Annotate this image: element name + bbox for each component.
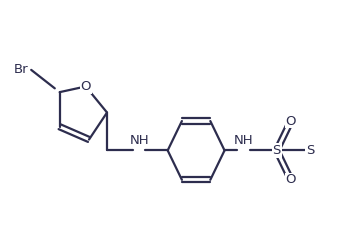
Text: S: S: [273, 144, 281, 157]
Text: O: O: [286, 173, 296, 186]
Text: O: O: [286, 114, 296, 128]
Text: S: S: [306, 144, 314, 157]
Text: NH: NH: [129, 134, 149, 147]
Text: NH: NH: [234, 134, 253, 147]
Text: O: O: [80, 80, 91, 93]
Text: Br: Br: [14, 63, 29, 76]
